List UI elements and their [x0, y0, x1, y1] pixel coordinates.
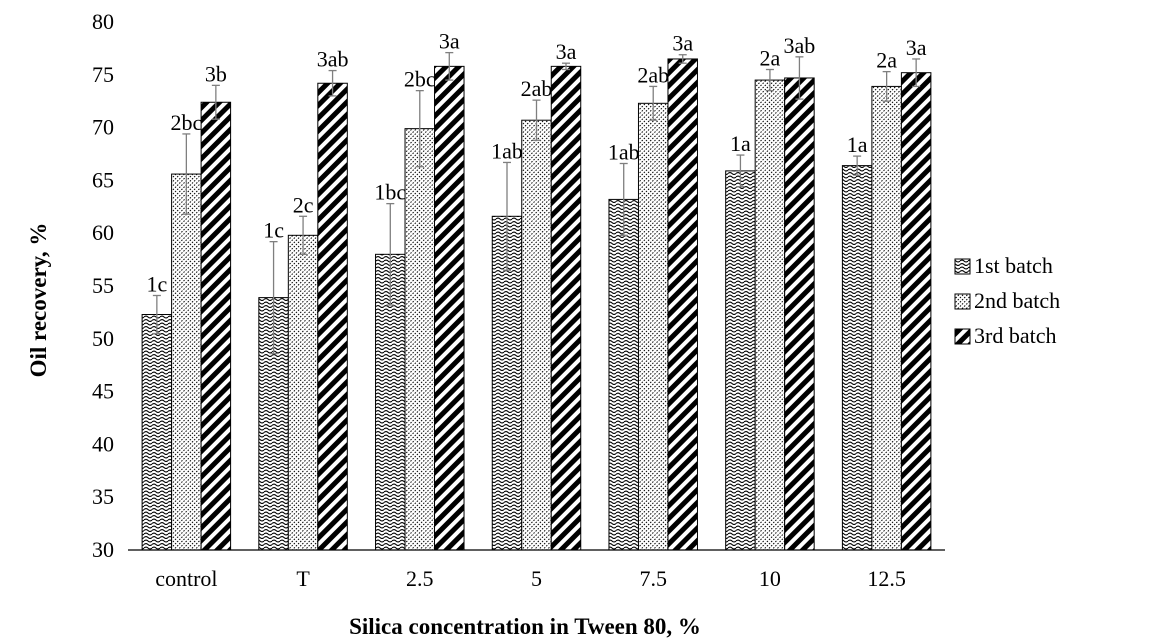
bar [287, 234, 319, 551]
data-label: 3ab [784, 33, 816, 58]
bar [754, 79, 786, 551]
data-label: 2ab [521, 76, 553, 101]
legend-swatch [954, 293, 971, 310]
bar [841, 165, 873, 551]
x-tick-label: control [155, 566, 217, 591]
bar [491, 215, 523, 551]
bar [171, 173, 202, 551]
bar [434, 65, 465, 551]
data-label: 2ab [637, 62, 669, 87]
legend-swatch [954, 328, 971, 345]
data-label: 1ab [608, 140, 640, 165]
data-label: 1ab [491, 138, 523, 163]
bar [725, 170, 756, 551]
data-label: 2c [293, 192, 314, 217]
bar-group: 1c2bc3b1c2c3ab1bc2bc3a1ab2ab3a1ab2ab3a1a… [141, 29, 932, 551]
bar [637, 102, 669, 551]
legend-label: 2nd batch [974, 288, 1060, 313]
x-tick-label: 10 [759, 566, 781, 591]
data-label: 2a [760, 46, 781, 71]
y-axis-title: Oil recovery, % [26, 223, 51, 378]
legend-label: 1st batch [974, 253, 1053, 278]
x-tick-label: 12.5 [867, 566, 906, 591]
x-axis-title: Silica concentration in Tween 80, % [349, 614, 701, 639]
y-tick-label: 50 [92, 326, 114, 351]
data-label: 3a [672, 31, 693, 56]
bar [667, 58, 698, 551]
data-label: 1c [263, 218, 284, 243]
data-label: 1a [730, 131, 751, 156]
x-tick-label: 2.5 [406, 566, 434, 591]
y-tick-label: 60 [92, 220, 114, 245]
data-label: 3ab [317, 47, 349, 72]
legend-label: 3rd batch [974, 323, 1056, 348]
y-tick-label: 65 [92, 167, 114, 192]
data-label: 1bc [374, 180, 406, 205]
data-label: 2bc [404, 67, 436, 92]
bar [404, 128, 436, 551]
bar [608, 198, 639, 551]
y-tick-label: 55 [92, 273, 114, 298]
bar [200, 101, 232, 551]
y-tick-label: 75 [92, 62, 114, 87]
data-label: 1c [146, 272, 167, 297]
data-label: 2a [876, 48, 897, 73]
data-label: 3a [439, 29, 460, 54]
y-tick-label: 70 [92, 115, 114, 140]
bar [317, 82, 348, 551]
data-label: 3b [205, 61, 227, 86]
data-label: 1a [847, 132, 868, 157]
data-label: 3a [906, 35, 927, 60]
data-label: 2bc [170, 110, 202, 135]
x-tick-label: 5 [531, 566, 542, 591]
bar [521, 119, 552, 551]
x-tick-label: T [296, 566, 310, 591]
bar [550, 65, 582, 551]
y-tick-label: 80 [92, 9, 114, 34]
data-label: 3a [556, 39, 577, 64]
bar [871, 85, 902, 551]
y-tick-label: 30 [92, 537, 114, 562]
legend: 1st batch 2nd batch 3rd batch [954, 253, 1060, 348]
y-tick-label: 45 [92, 379, 114, 404]
y-axis: 30 35 40 45 50 55 60 65 70 75 80 [92, 9, 114, 562]
bar [784, 77, 815, 551]
bar [900, 72, 932, 551]
y-tick-label: 35 [92, 484, 114, 509]
legend-swatch [954, 258, 971, 275]
y-tick-label: 40 [92, 431, 114, 456]
bar [141, 314, 173, 551]
x-tick-label: 7.5 [639, 566, 667, 591]
x-axis: control T 2.5 5 7.5 10 12.5 [128, 549, 945, 591]
